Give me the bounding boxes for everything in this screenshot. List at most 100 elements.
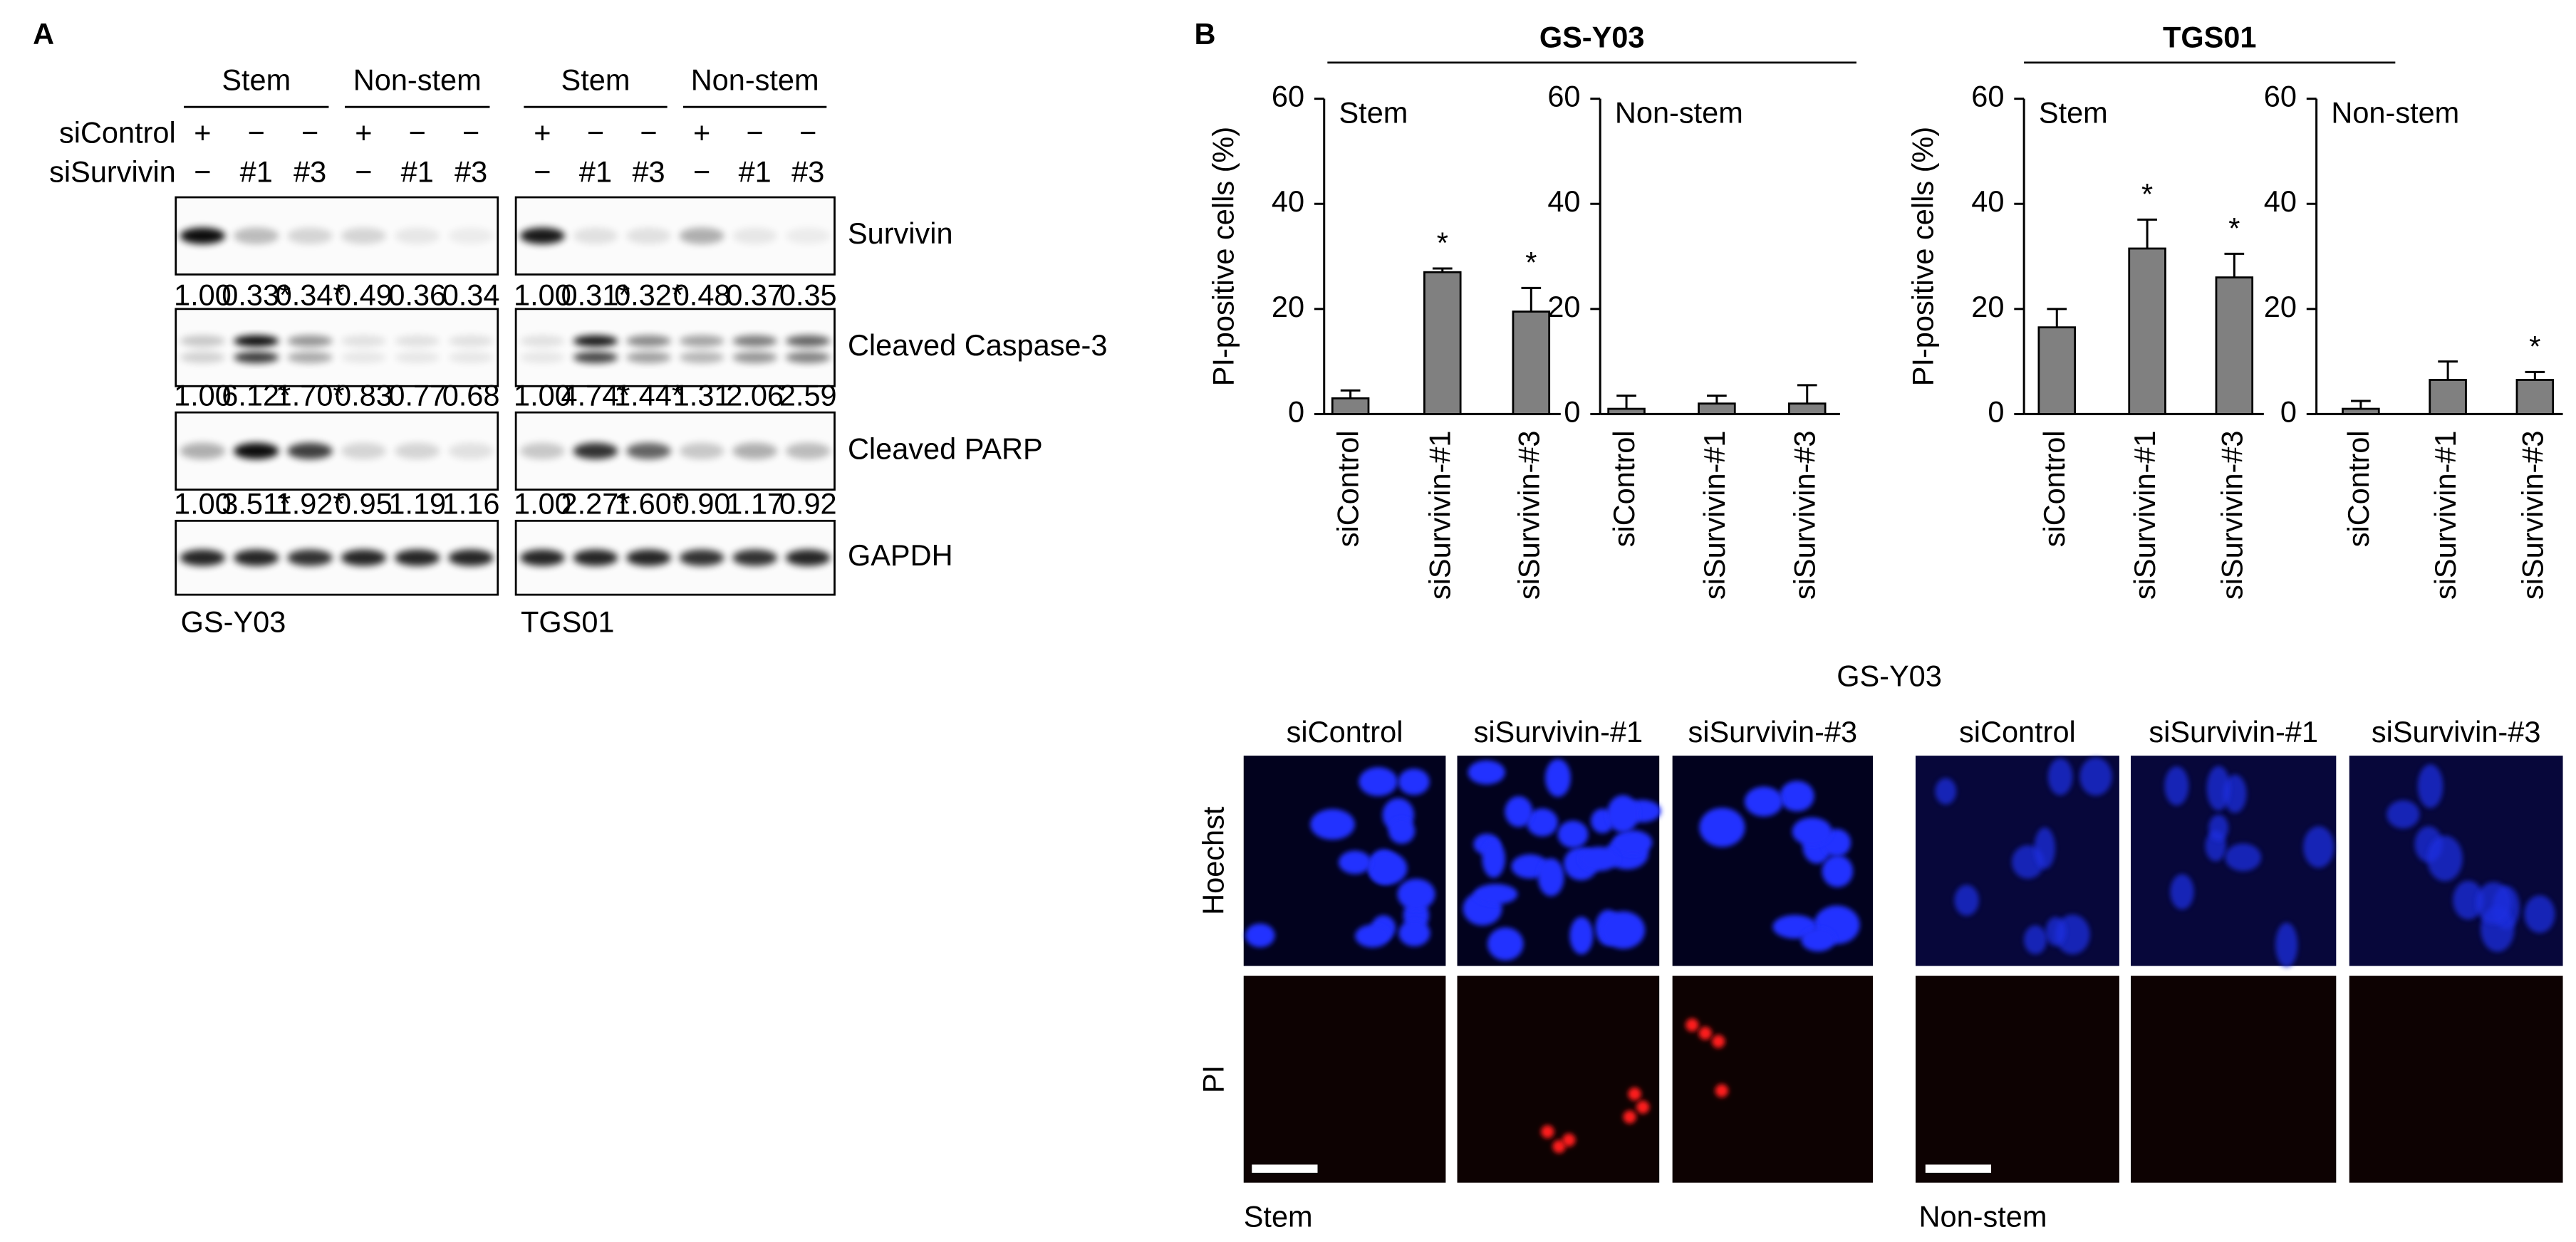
pi-signal xyxy=(1628,1087,1641,1101)
lane-label: − xyxy=(799,115,816,149)
bar xyxy=(1787,402,1827,415)
quant-value: 2.06 xyxy=(726,378,784,412)
pi-signal xyxy=(1715,1084,1729,1097)
nucleus xyxy=(1935,778,1957,805)
blot-label: Cleaved PARP xyxy=(848,432,1043,465)
nucleus xyxy=(2034,827,2055,870)
blot-band xyxy=(520,549,565,566)
blot-band xyxy=(180,442,226,459)
blot-band xyxy=(234,351,279,363)
blot-band xyxy=(395,549,440,566)
y-tick-label: 0 xyxy=(1988,395,2004,428)
nucleus xyxy=(1482,840,1505,878)
panel-label: A xyxy=(33,17,54,51)
lane-label: + xyxy=(534,115,551,149)
blot-box xyxy=(175,411,499,491)
chart-subtitle: Stem xyxy=(1339,96,1408,130)
y-tick-label: 40 xyxy=(2264,184,2297,218)
y-tick-label: 40 xyxy=(1547,184,1580,218)
nucleus xyxy=(2275,922,2298,968)
quant-value: 1.92* xyxy=(276,487,345,521)
blot-band xyxy=(520,335,565,347)
blot-band xyxy=(287,549,333,566)
lane-label: #3 xyxy=(632,155,665,189)
column-label: siSurvivin-#1 xyxy=(1474,715,1643,748)
row-label: Hoechst xyxy=(1196,806,1230,915)
quant-value: 2.27* xyxy=(561,487,630,521)
blot-band xyxy=(448,442,494,459)
blot-band xyxy=(180,227,226,244)
pi-signal xyxy=(1541,1124,1554,1139)
x-tick-label: siControl xyxy=(2342,430,2375,547)
blot-band xyxy=(626,227,671,244)
quant-value: 0.34* xyxy=(276,278,345,312)
nucleus xyxy=(1954,884,1979,916)
blot-box xyxy=(514,308,836,387)
quant-value: 1.60* xyxy=(614,487,683,521)
blot-band xyxy=(234,227,279,244)
blot-band xyxy=(448,351,494,363)
micrograph xyxy=(2131,976,2337,1183)
group-header: TGS01 xyxy=(2163,21,2256,54)
pi-signal xyxy=(1636,1100,1650,1114)
nucleus xyxy=(2206,766,2230,811)
cell-line-label: GS-Y03 xyxy=(181,605,286,639)
blot-band xyxy=(626,442,671,459)
quant-value: 1.31 xyxy=(673,378,731,412)
quant-value: 1.00 xyxy=(514,278,571,312)
pi-signal xyxy=(1698,1026,1712,1040)
nucleus xyxy=(2476,882,2512,924)
blot-band xyxy=(573,227,618,244)
blot-label: Survivin xyxy=(848,216,953,250)
blot-box xyxy=(175,519,499,596)
blot-band xyxy=(448,227,494,244)
quant-value: 0.48 xyxy=(673,278,731,312)
pi-signal xyxy=(1711,1035,1725,1048)
blot-band xyxy=(573,351,618,363)
lane-label: − xyxy=(409,115,426,149)
significance-mark: * xyxy=(2529,330,2540,363)
column-label: siSurvivin-#1 xyxy=(2149,715,2318,748)
nucleus xyxy=(2170,874,2194,910)
quant-value: 0.68 xyxy=(442,378,500,412)
x-tick-label: siSurvivin-#1 xyxy=(1698,430,1731,600)
group-label: Stem xyxy=(561,63,630,97)
micrograph xyxy=(1915,976,2119,1183)
quant-value: 1.00 xyxy=(174,378,232,412)
blot-band xyxy=(785,442,831,459)
quant-value: 0.37 xyxy=(726,278,784,312)
column-label: siSurvivin-#3 xyxy=(1688,715,1858,748)
quant-value: 0.77 xyxy=(388,378,446,412)
blot-band xyxy=(626,335,671,347)
lane-label: + xyxy=(693,115,710,149)
lane-label: − xyxy=(301,115,318,149)
quant-value: 1.17 xyxy=(726,487,784,521)
lane-label: − xyxy=(462,115,479,149)
y-tick-label: 20 xyxy=(1971,290,2004,323)
blot-band xyxy=(679,227,724,244)
nucleus xyxy=(1339,850,1371,875)
blot-band xyxy=(180,351,226,363)
nucleus xyxy=(1468,760,1505,785)
bar xyxy=(2342,407,2380,415)
nucleus xyxy=(2208,814,2229,842)
nucleus xyxy=(2303,826,2334,868)
nucleus xyxy=(1310,809,1355,840)
chart-subtitle: Non-stem xyxy=(2331,96,2459,130)
nucleus xyxy=(1368,852,1408,885)
nucleus xyxy=(1537,858,1564,897)
bar xyxy=(2515,379,2555,415)
nucleus xyxy=(2417,764,2443,808)
quant-value: 1.44* xyxy=(614,378,683,412)
nucleus xyxy=(1474,884,1518,904)
quant-value: 2.59 xyxy=(779,378,837,412)
group-label: Non-stem xyxy=(353,63,482,97)
group-header: GS-Y03 xyxy=(1539,21,1645,54)
nucleus xyxy=(1801,928,1836,952)
quant-value: 1.00 xyxy=(174,278,232,312)
chart-subtitle: Stem xyxy=(2039,96,2108,130)
nucleus xyxy=(1744,786,1783,817)
nucleus xyxy=(1569,917,1594,955)
y-tick-label: 20 xyxy=(1272,290,1304,323)
lane-label: − xyxy=(587,115,604,149)
